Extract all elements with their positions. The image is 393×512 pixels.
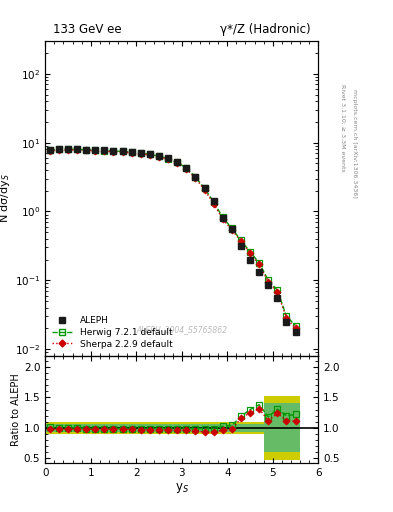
Text: 133 GeV ee: 133 GeV ee: [53, 23, 122, 36]
Legend: ALEPH, Herwig 7.2.1 default, Sherpa 2.2.9 default: ALEPH, Herwig 7.2.1 default, Sherpa 2.2.…: [50, 313, 175, 351]
Bar: [264, 396, 282, 460]
Y-axis label: Ratio to ALEPH: Ratio to ALEPH: [11, 373, 21, 446]
Bar: [45, 422, 264, 434]
Y-axis label: N dσ/dy$_S$: N dσ/dy$_S$: [0, 174, 12, 223]
Bar: [282, 403, 300, 453]
Bar: [45, 424, 264, 432]
Text: ALEPH_2004_S5765862: ALEPH_2004_S5765862: [136, 325, 227, 334]
Text: γ*/Z (Hadronic): γ*/Z (Hadronic): [220, 23, 310, 36]
Bar: [264, 403, 282, 453]
Text: mcplots.cern.ch [arXiv:1306.3436]: mcplots.cern.ch [arXiv:1306.3436]: [352, 89, 357, 198]
X-axis label: y$_S$: y$_S$: [175, 481, 189, 495]
Bar: [282, 396, 300, 460]
Text: Rivet 3.1.10; ≥ 3.3M events: Rivet 3.1.10; ≥ 3.3M events: [340, 84, 345, 172]
